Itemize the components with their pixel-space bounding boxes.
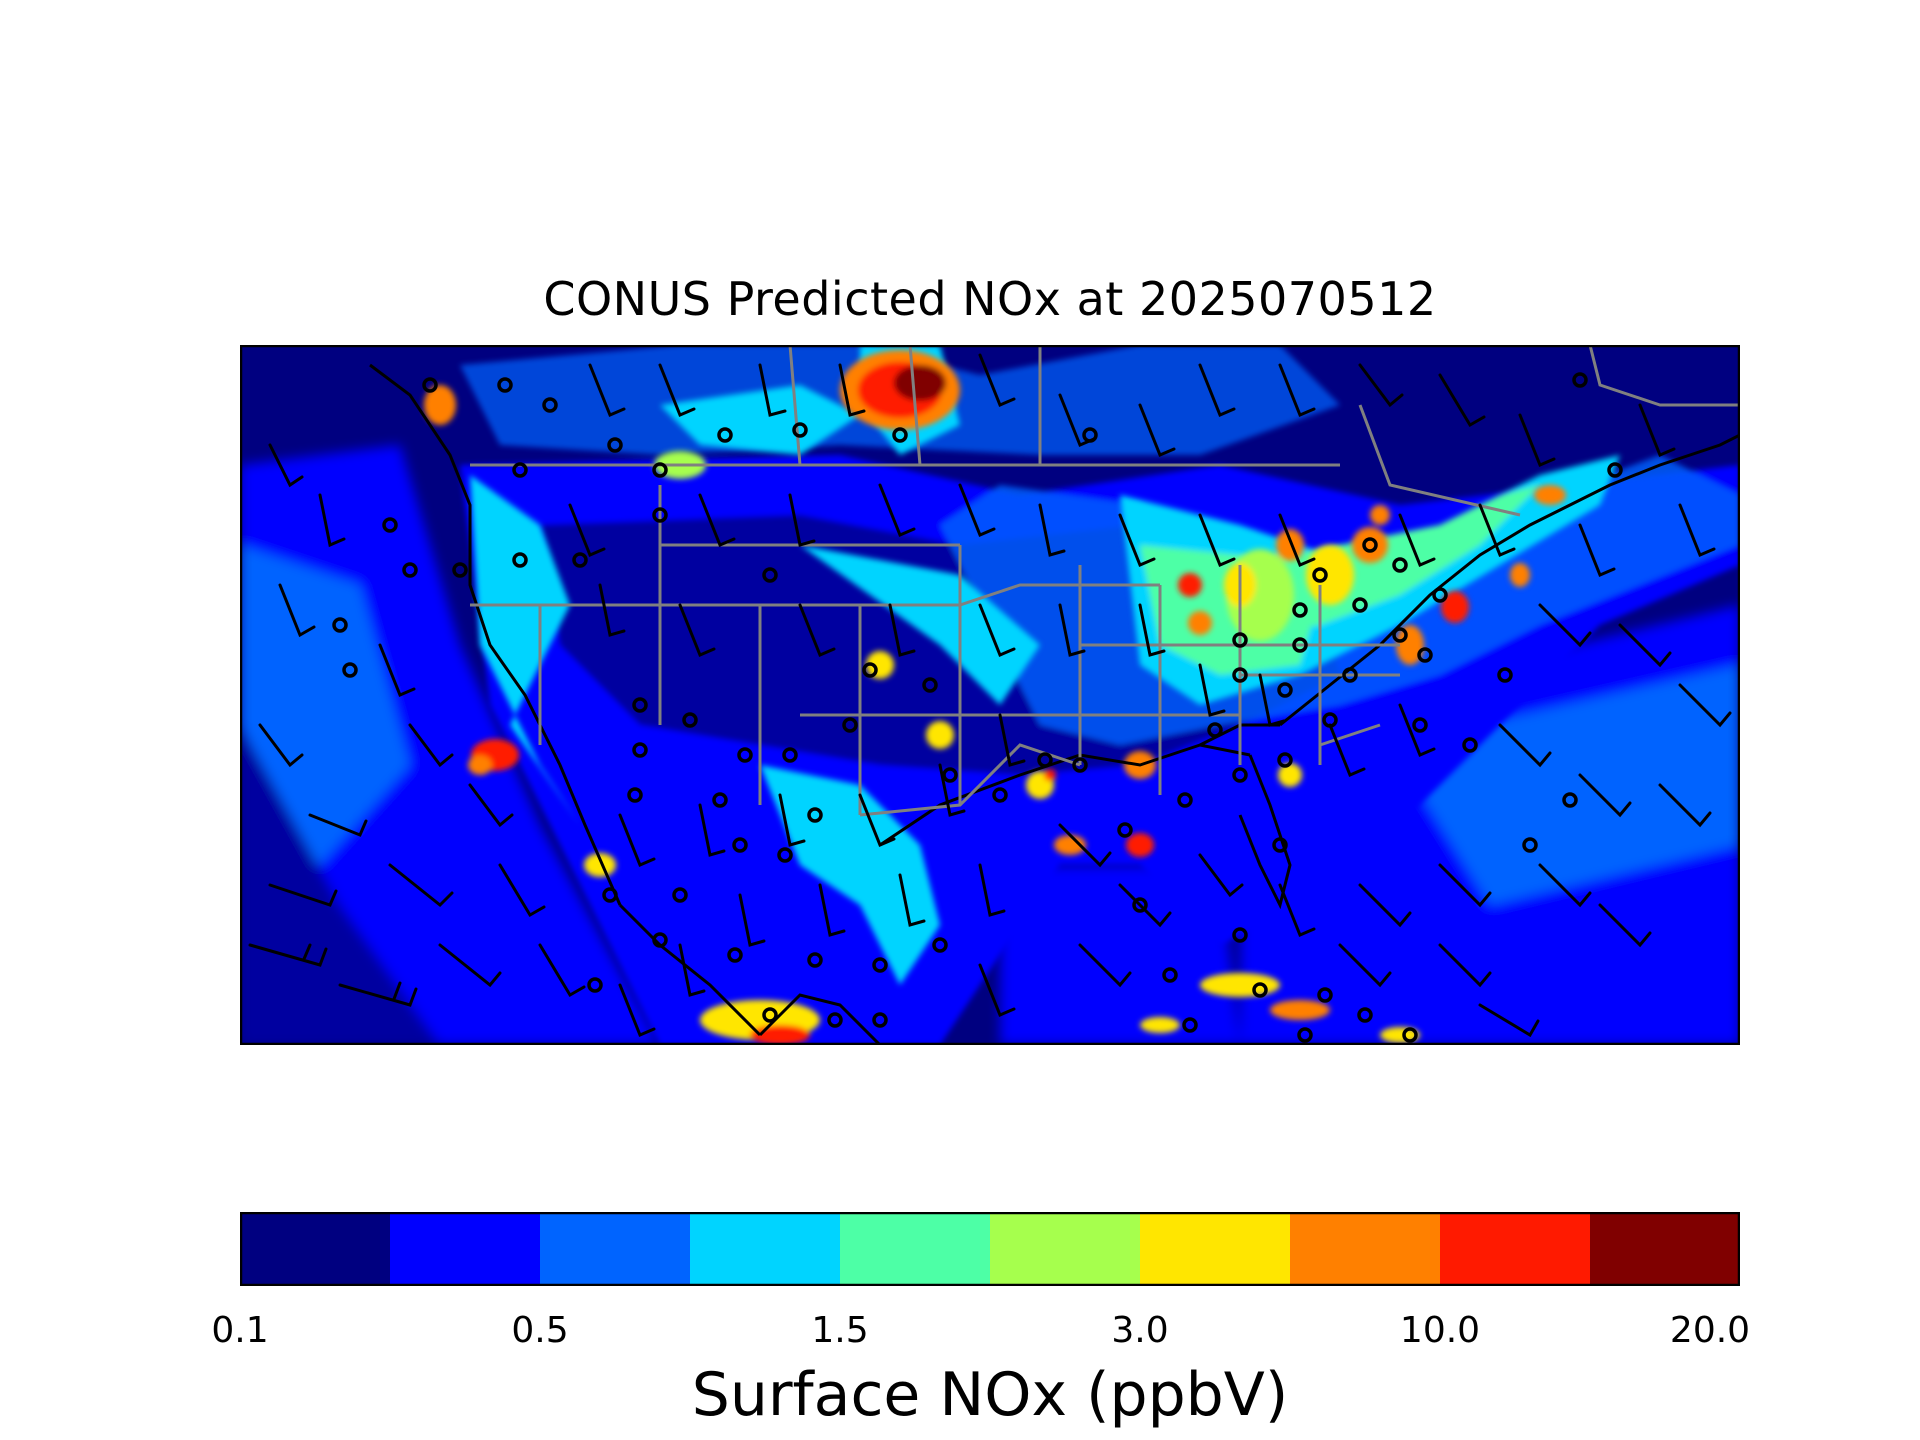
colorbar-tick-label: 0.5 xyxy=(511,1310,569,1351)
high-nox xyxy=(424,385,1566,1045)
colorbar-swatch xyxy=(540,1212,691,1286)
nox-map xyxy=(240,345,1740,1045)
state-borders xyxy=(470,345,1740,817)
colorbar-swatch xyxy=(990,1212,1141,1286)
colorbar-swatch xyxy=(840,1212,991,1286)
canada-hotspot xyxy=(840,350,960,430)
colorbar xyxy=(240,1212,1740,1286)
colorbar-swatch xyxy=(1440,1212,1591,1286)
map-frame xyxy=(240,345,1740,1045)
colorbar-tick-label: 1.5 xyxy=(811,1310,869,1351)
colorbar-swatch xyxy=(1140,1212,1291,1286)
colorbar-frame xyxy=(240,1212,1740,1286)
pacific-field xyxy=(240,445,660,1045)
colorbar-swatch xyxy=(1590,1212,1740,1286)
colorbar-swatch xyxy=(390,1212,541,1286)
colorbar-swatch xyxy=(240,1212,391,1286)
chart-title: CONUS Predicted NOx at 2025070512 xyxy=(543,272,1437,326)
wind-barbs xyxy=(248,353,1732,1038)
station-markers xyxy=(332,372,1623,1043)
colorbar-label: Surface NOx (ppbV) xyxy=(691,1360,1289,1430)
colorbar-tick-label: 3.0 xyxy=(1111,1310,1169,1351)
colorbar-swatch xyxy=(690,1212,841,1286)
colorbar-swatch xyxy=(1290,1212,1441,1286)
colorbar-tick-label: 10.0 xyxy=(1399,1310,1481,1351)
colorbar-tick-label: 20.0 xyxy=(1669,1310,1751,1351)
colorbar-tick-label: 0.1 xyxy=(211,1310,269,1351)
